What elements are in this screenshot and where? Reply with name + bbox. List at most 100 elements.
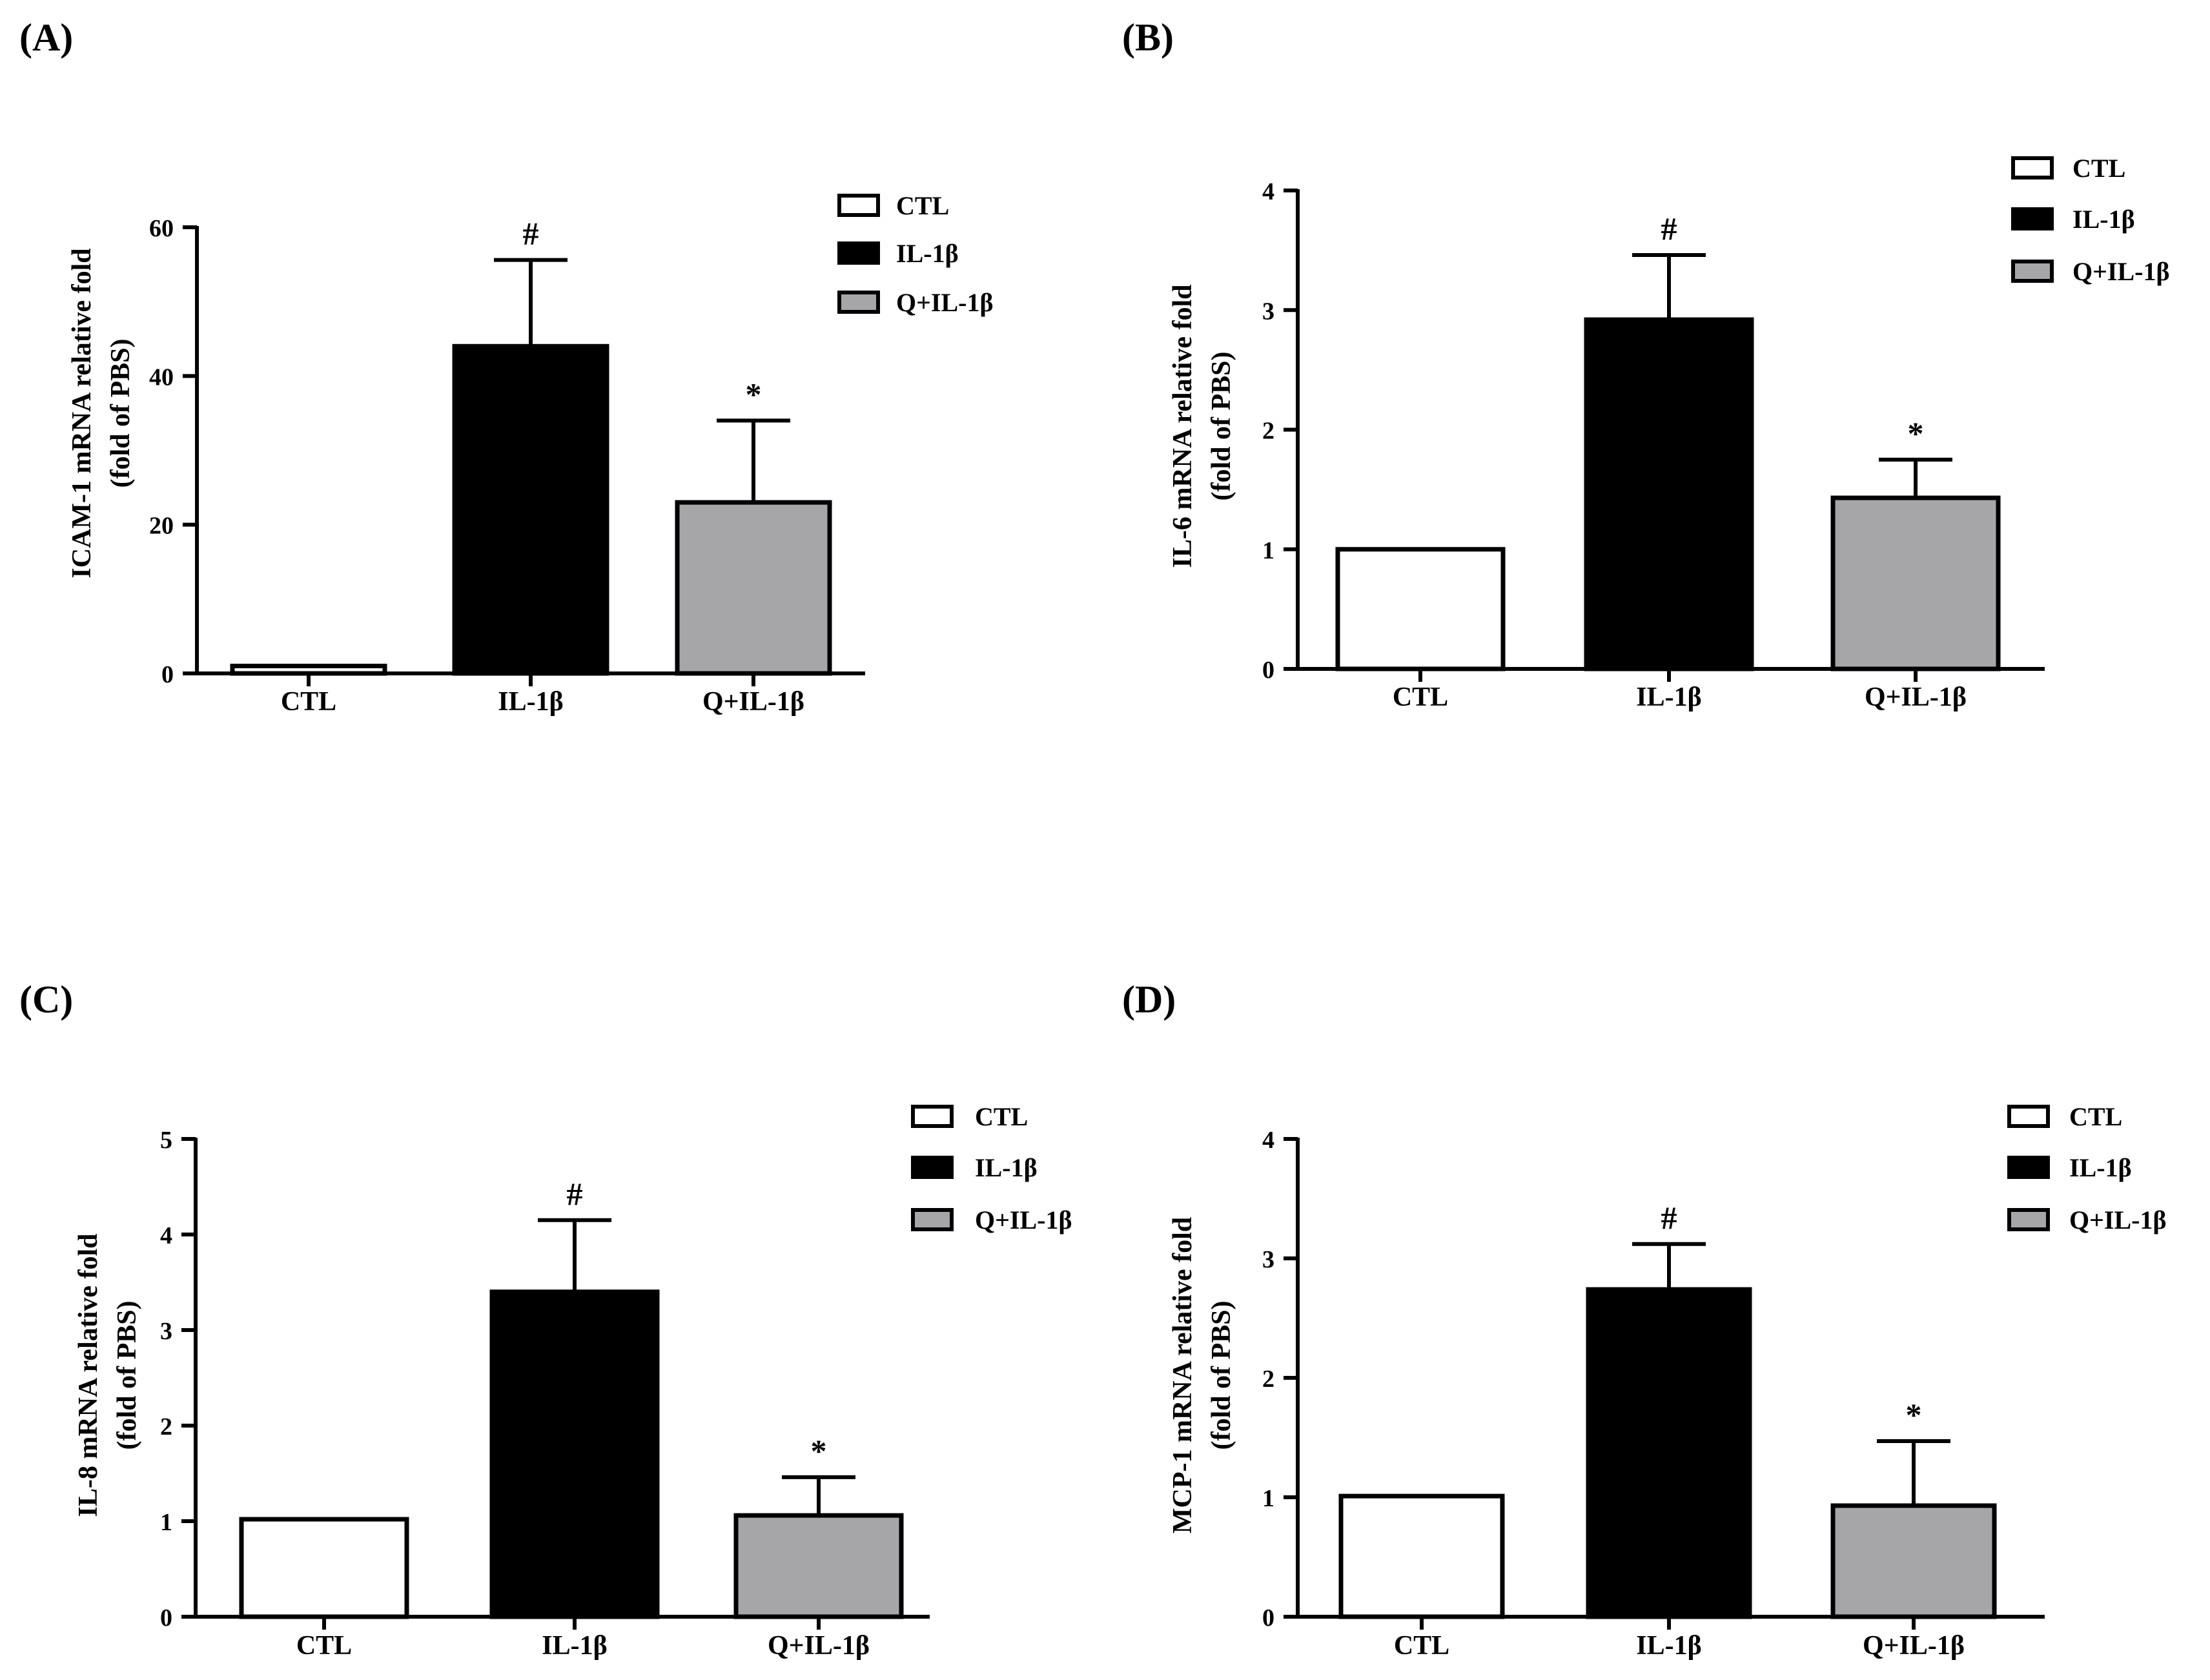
panel-c: (C) IL-8 mRNA relative fold (fold of PBS… — [19, 978, 1072, 1661]
panel-d-legend-swatch-il1b — [2007, 1156, 2050, 1179]
panel-c-ylabel-line1: IL-8 mRNA relative fold — [74, 1233, 103, 1517]
panel-b-ytick-label-0: 0 — [1262, 657, 1274, 684]
panel-b-legend-swatch-il1b — [2011, 207, 2054, 230]
panel-d-ylabel-line1: MCP-1 mRNA relative fold — [1168, 1217, 1198, 1533]
panel-a-xtick-label-ctl: CTL — [281, 687, 336, 717]
panel-b-bar-q-il1b — [1830, 495, 2001, 671]
panel-c-xtick-label-q-il1b: Q+IL-1β — [768, 1631, 870, 1661]
panel-d: (D) MCP-1 mRNA relative fold (fold of PB… — [1122, 978, 2167, 1661]
panel-d-significance-q-il1b: * — [1906, 1397, 1922, 1433]
panel-d-ylabel-line2: (fold of PBS) — [1207, 1301, 1236, 1450]
panel-b-ytick-label-4: 4 — [1262, 178, 1274, 205]
panel-a-ytick-label-2: 40 — [149, 364, 174, 391]
panel-c-ytick-label-3: 3 — [160, 1318, 172, 1345]
panel-c-bar-q-il1b — [733, 1513, 904, 1619]
panel-c-ytick-label-1: 1 — [160, 1509, 172, 1536]
panel-b-ylabel-line1: IL-6 mRNA relative fold — [1168, 284, 1198, 568]
panel-c-label: (C) — [19, 978, 73, 1021]
panel-b-ylabel: IL-6 mRNA relative fold (fold of PBS) — [1168, 284, 1236, 568]
panel-b-legend-swatch-q-il1b — [2011, 260, 2054, 283]
panel-a-legend-swatch-q-il1b — [837, 291, 880, 314]
panel-a-plot: # * 0 20 40 60 CTL IL-1β Q+IL-1β — [149, 215, 865, 717]
panel-d-bar-ctl — [1338, 1493, 1505, 1619]
panel-a-legend-ctl: CTL — [896, 191, 949, 220]
panel-a-bar-il1b — [452, 343, 609, 676]
panel-c-significance-il1b: # — [567, 1176, 583, 1212]
panel-c-ylabel-line2: (fold of PBS) — [112, 1301, 142, 1450]
panel-c-xtick-label-ctl: CTL — [296, 1631, 352, 1661]
panel-b-ytick-label-2: 2 — [1262, 418, 1274, 445]
panel-b-legend-ctl: CTL — [2072, 154, 2125, 183]
panel-a-xtick-label-q-il1b: Q+IL-1β — [702, 687, 804, 717]
panel-a-ylabel-line1: ICAM-1 mRNA relative fold — [67, 248, 97, 578]
panel-c-legend-swatch-ctl — [911, 1105, 954, 1128]
panel-c-ytick-label-5: 5 — [160, 1127, 172, 1154]
panel-c-ytick-label-4: 4 — [160, 1222, 172, 1249]
panel-d-ytick-label-4: 4 — [1262, 1127, 1274, 1154]
panel-a-xtick-label-il1b: IL-1β — [498, 687, 563, 717]
panel-d-xtick-label-q-il1b: Q+IL-1β — [1863, 1631, 1965, 1661]
panel-b-xtick-label-il1b: IL-1β — [1636, 682, 1701, 712]
panel-c-bar-ctl — [239, 1517, 409, 1619]
panel-d-bar-il1b — [1586, 1287, 1752, 1619]
panel-d-ytick-label-1: 1 — [1262, 1485, 1274, 1512]
panel-c-ylabel: IL-8 mRNA relative fold (fold of PBS) — [74, 1233, 142, 1517]
panel-d-legend-il1b: IL-1β — [2069, 1153, 2132, 1182]
panel-d-plot: # * 0 1 2 3 4 CTL IL-1β Q+IL-1β — [1262, 1127, 2045, 1661]
panel-a-significance-il1b: # — [523, 216, 539, 252]
panel-d-ytick-label-0: 0 — [1262, 1604, 1274, 1632]
panel-d-ytick-label-2: 2 — [1262, 1366, 1274, 1393]
panel-d-bar-q-il1b — [1830, 1503, 1997, 1619]
panel-a-legend-il1b: IL-1β — [896, 239, 959, 268]
panel-a-legend-swatch-il1b — [837, 241, 880, 265]
panel-b-ytick-label-3: 3 — [1262, 298, 1274, 325]
panel-c-legend-swatch-q-il1b — [911, 1208, 954, 1231]
panel-d-significance-il1b: # — [1661, 1200, 1677, 1236]
panel-a-legend: CTL IL-1β Q+IL-1β — [837, 191, 994, 317]
panel-d-ylabel: MCP-1 mRNA relative fold (fold of PBS) — [1168, 1217, 1236, 1533]
panel-b-significance-q-il1b: * — [1908, 415, 1924, 451]
panel-b-significance-il1b: # — [1661, 210, 1677, 247]
panel-c-legend-q-il1b: Q+IL-1β — [975, 1205, 1072, 1234]
panel-c-ytick-label-2: 2 — [160, 1413, 172, 1440]
panel-a-legend-q-il1b: Q+IL-1β — [896, 288, 994, 317]
panel-a-ylabel-line2: (fold of PBS) — [106, 339, 136, 488]
panel-b-legend-q-il1b: Q+IL-1β — [2072, 257, 2170, 286]
panel-a-ytick-label-0: 0 — [161, 661, 174, 688]
panel-a-ytick-label-3: 60 — [149, 215, 174, 242]
panel-d-label: (D) — [1122, 978, 1176, 1021]
panel-b-label: (B) — [1122, 16, 1174, 59]
panel-d-legend-swatch-q-il1b — [2007, 1208, 2050, 1231]
panel-c-bar-il1b — [489, 1289, 660, 1619]
panel-c-plot: # * 0 1 2 3 4 5 CTL IL-1β Q+IL-1β — [160, 1127, 930, 1661]
panel-d-xtick-label-ctl: CTL — [1394, 1631, 1449, 1661]
panel-b-ytick-label-1: 1 — [1262, 537, 1274, 564]
panel-a: (A) ICAM-1 mRNA relative fold (fold of P… — [19, 16, 994, 717]
panel-d-legend-ctl: CTL — [2069, 1102, 2122, 1131]
panel-b-ylabel-line2: (fold of PBS) — [1207, 352, 1236, 501]
panel-b-legend-swatch-ctl — [2011, 156, 2054, 179]
panel-b-xtick-label-ctl: CTL — [1393, 682, 1448, 712]
panel-c-significance-q-il1b: * — [811, 1433, 827, 1469]
panel-d-legend: CTL IL-1β Q+IL-1β — [2007, 1102, 2167, 1234]
panel-d-legend-swatch-ctl — [2007, 1105, 2050, 1128]
panel-b-legend-il1b: IL-1β — [2072, 205, 2135, 234]
panel-b: (B) IL-6 mRNA relative fold (fold of PBS… — [1122, 16, 2170, 712]
panel-b-bar-ctl — [1335, 547, 1506, 671]
panel-a-bar-q-il1b — [675, 500, 832, 676]
panel-c-ytick-label-0: 0 — [160, 1604, 172, 1632]
panel-a-legend-swatch-ctl — [837, 194, 880, 217]
panel-d-ytick-label-3: 3 — [1262, 1246, 1274, 1273]
panel-a-ylabel: ICAM-1 mRNA relative fold (fold of PBS) — [67, 248, 136, 578]
panel-d-legend-q-il1b: Q+IL-1β — [2069, 1205, 2167, 1234]
panel-b-legend: CTL IL-1β Q+IL-1β — [2011, 154, 2170, 286]
panel-b-bar-il1b — [1584, 317, 1754, 671]
panel-c-legend-ctl: CTL — [975, 1102, 1028, 1131]
panel-b-plot: # * 0 1 2 3 4 CTL IL-1β Q+IL-1β — [1262, 178, 2045, 712]
panel-a-label: (A) — [19, 16, 73, 59]
panel-c-legend: CTL IL-1β Q+IL-1β — [911, 1102, 1072, 1234]
panel-a-ytick-label-1: 20 — [149, 513, 174, 540]
panel-c-xtick-label-il1b: IL-1β — [542, 1631, 607, 1661]
